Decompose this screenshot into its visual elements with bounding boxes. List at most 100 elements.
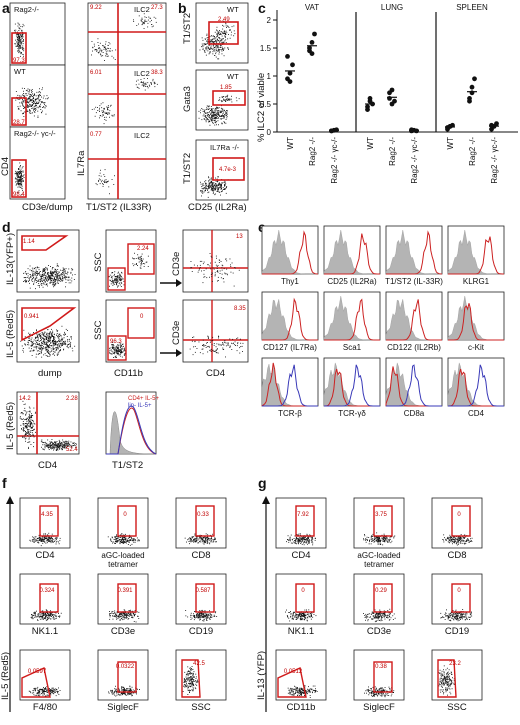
- c-point: [469, 90, 475, 96]
- d-legend-1: CD4+ IL-5+: [128, 396, 160, 402]
- e-histogram: CD25 (IL2Ra): [323, 225, 381, 286]
- g-axis-label: CD19: [445, 626, 469, 637]
- c-xticks: WT Rag2 -/- Rag2 -/- γc-/- WT Rag2 -/- Rag2 -…: [286, 137, 499, 184]
- c-point: [290, 62, 295, 68]
- c-point: [387, 90, 392, 96]
- c-point: [494, 121, 499, 126]
- c-tissue-label: VAT: [305, 3, 319, 12]
- d-xlabel-cd4-2: CD4: [38, 460, 57, 471]
- event-cloud: [132, 252, 149, 269]
- g-gate-value: 3.75: [375, 512, 387, 518]
- g-axis-label: CD11b: [287, 702, 316, 713]
- f-axis-label-2: tetramer: [108, 560, 138, 569]
- f-axis-label: aGC-loaded: [101, 551, 144, 560]
- f-gate-value: 0.0322: [116, 664, 135, 670]
- e-marker-label: KLRG1: [463, 277, 490, 286]
- a-xlabel-left: CD3e/dump: [22, 202, 73, 213]
- g-axis-label: SSC: [447, 702, 467, 713]
- panel-b: WT 2.49 WT 1.85 IL7Ra -/- 4.7e-3 T1/ST2 …: [182, 2, 249, 213]
- d-plot-il13-dump: 1.14: [16, 229, 80, 293]
- g-gate-value: 0.0512: [284, 669, 303, 675]
- f-gate-value: 0.391: [117, 588, 133, 594]
- e-histogram: CD8a: [385, 357, 443, 418]
- f-gate-value: 0.587: [195, 588, 211, 594]
- d-gate-9: 2.28: [66, 396, 78, 402]
- panel-label-b: b: [178, 0, 187, 16]
- a-plot-rag2-cd3: Rag2-/- 97.3: [9, 2, 66, 66]
- a-ylabel-right: IL7Ra: [76, 150, 87, 176]
- b-plot-2: WT 1.85: [195, 69, 249, 131]
- b-plot-3: IL7Ra -/- 4.7e-3: [195, 139, 249, 201]
- c-ytick-label: 2: [267, 16, 272, 25]
- b-value-1: 2.49: [218, 17, 230, 23]
- d-xlabel-t1st2: T1/ST2: [112, 460, 143, 471]
- d-arrowhead-2: [176, 349, 182, 357]
- g-axis-label-2: tetramer: [364, 560, 394, 569]
- event-cloud: [189, 335, 244, 358]
- f-gate-plot: 0.0597 F4/80: [19, 649, 71, 713]
- event-cloud: [14, 162, 25, 196]
- d-gate-5: 0: [140, 314, 144, 320]
- c-yticks: 0 0.5 1 1.5 2: [260, 16, 277, 137]
- event-cloud: [95, 169, 115, 195]
- e-histogram: TCR-β: [261, 357, 319, 418]
- event-cloud: [198, 105, 228, 126]
- a-ylabel-left: CD4: [0, 157, 11, 176]
- g-axis-label: aGC-loaded: [357, 551, 400, 560]
- c-xtick-label: WT: [446, 137, 455, 150]
- e-marker-label: Thy1: [281, 277, 299, 286]
- d-cd3e-1: CD3e: [171, 252, 182, 276]
- f-gate-plot: 4.35 CD4: [19, 497, 71, 561]
- a-title-1: Rag2-/-: [14, 5, 40, 14]
- c-groups: VAT LUNG SPLEEN: [285, 3, 499, 134]
- d-gate-10: 52.4: [66, 447, 78, 453]
- d-xlabel-cd11b: CD11b: [114, 368, 143, 379]
- f-gate-plot: 42.5 SSC: [175, 649, 227, 713]
- g-gate-value: 0: [457, 512, 461, 518]
- e-shaded-hist: [385, 229, 442, 275]
- c-point: [469, 84, 475, 90]
- f-ylabel: IL-5 (Red5): [0, 652, 11, 700]
- f-gate-value: 0: [123, 512, 127, 518]
- g-gate-value: 0: [457, 588, 461, 594]
- a-title-3: Rag2-/- γc-/-: [14, 129, 56, 138]
- c-ytick-label: 1: [267, 72, 272, 81]
- event-cloud: [135, 78, 158, 91]
- c-point: [489, 122, 494, 128]
- e-red-hist: [386, 299, 442, 341]
- panel-label-c: c: [258, 0, 266, 16]
- e-blue-hist: [324, 364, 380, 407]
- b-xlabel: CD25 (IL2Ra): [188, 202, 247, 213]
- g-gate-plot: 0.38 SiglecF: [353, 649, 405, 713]
- event-cloud: [218, 94, 240, 103]
- c-ylabel: % ILC2 of viable: [256, 73, 267, 142]
- c-point: [334, 127, 339, 133]
- e-histogram: T1/ST2 (IL-33R): [385, 225, 443, 286]
- d-plot-ssc-cd11b-2: 0 96.3: [105, 299, 157, 363]
- e-shaded-hist: [261, 229, 318, 275]
- g-axis-label: CD8: [447, 550, 466, 561]
- f-axis-label: F4/80: [33, 702, 57, 713]
- f-gate-value: 0.33: [197, 512, 209, 518]
- event-cloud: [20, 325, 76, 358]
- a-gate-2: 28.7: [13, 120, 25, 126]
- a-gate-1: 97.3: [13, 58, 25, 64]
- c-point: [365, 107, 370, 112]
- f-gate-plot: 0.33 CD8: [175, 497, 227, 561]
- e-red-hist: [448, 236, 504, 275]
- c-point: [370, 101, 375, 107]
- d-ssc-2: SSC: [93, 320, 104, 340]
- a-q-tl-2: 6.01: [90, 70, 102, 76]
- c-xtick-label: Rag2 -/- γc-/-: [410, 137, 419, 184]
- event-cloud: [109, 342, 126, 358]
- f-axis-label: CD19: [189, 626, 213, 637]
- panel-label-a: a: [2, 0, 10, 16]
- c-ytick-label: 1.5: [260, 44, 272, 53]
- d-gate-7: 8.35: [234, 306, 246, 312]
- d-plot-il5-dump: 0.941: [16, 299, 80, 363]
- g-gate-value: 7.92: [297, 512, 309, 518]
- panel-label-d: d: [2, 219, 11, 235]
- f-axis-label: SiglecF: [107, 702, 139, 713]
- e-blue-hist: [386, 364, 442, 407]
